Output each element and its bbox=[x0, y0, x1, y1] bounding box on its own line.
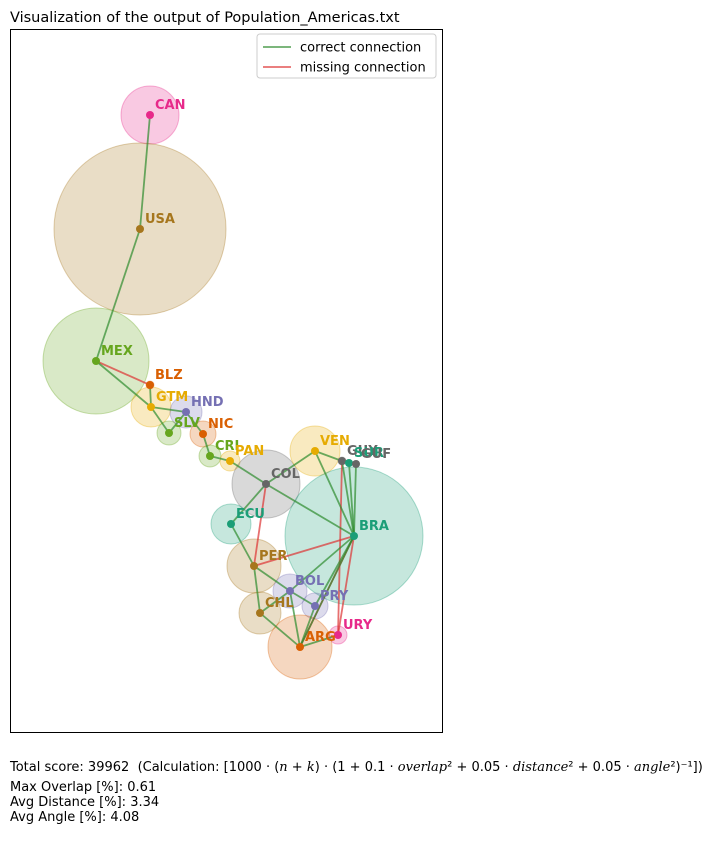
max-overlap-text: Max Overlap [%]: 0.61 bbox=[10, 780, 157, 795]
correct-connection-bol-chl bbox=[259, 590, 291, 614]
label-bra: BRA bbox=[359, 519, 389, 534]
correct-connection-per-chl bbox=[253, 565, 261, 614]
correct-connection-sur-bra bbox=[348, 462, 355, 537]
label-guf: GUF bbox=[361, 447, 391, 462]
correct-connection-col-ecu bbox=[230, 483, 267, 525]
correct-connection-chl-arg bbox=[259, 612, 301, 648]
correct-connection-mex-gtm bbox=[95, 360, 152, 408]
label-sur: SUR bbox=[354, 446, 384, 461]
label-usa: USA bbox=[145, 212, 175, 227]
correct-connection-ecu-per bbox=[230, 523, 255, 567]
label-bol: BOL bbox=[295, 574, 324, 589]
chart-title: Visualization of the output of Populatio… bbox=[10, 10, 400, 26]
label-blz: BLZ bbox=[155, 368, 183, 383]
label-col: COL bbox=[271, 467, 300, 482]
total-score: Total score: 39962 bbox=[10, 760, 130, 775]
total-score-line: Total score: 39962 (Calculation: [1000 ·… bbox=[10, 760, 703, 775]
point-guf bbox=[352, 460, 360, 468]
correct-connection-ven-bra bbox=[314, 450, 355, 537]
connections-layer bbox=[95, 114, 357, 648]
plot-area-frame bbox=[10, 29, 443, 733]
correct-connection-gtm-hnd bbox=[150, 406, 187, 413]
point-ven bbox=[311, 447, 319, 455]
avg-angle-text: Avg Angle [%]: 4.08 bbox=[10, 810, 140, 825]
point-nic bbox=[199, 430, 207, 438]
label-hnd: HND bbox=[191, 395, 224, 410]
correct-connection-gtm-slv bbox=[150, 406, 170, 434]
correct-connection-pan-col bbox=[229, 460, 267, 485]
correct-connection-per-bol bbox=[253, 565, 291, 592]
legend-box bbox=[256, 33, 437, 79]
correct-connection-hnd-nic bbox=[185, 411, 204, 435]
legend-missing-label: missing connection bbox=[300, 61, 426, 76]
point-pan bbox=[226, 457, 234, 465]
label-chl: CHL bbox=[265, 596, 294, 611]
missing-connection-col-per bbox=[253, 483, 267, 567]
correct-connection-bra-bol bbox=[289, 535, 355, 592]
point-bol bbox=[286, 587, 294, 595]
point-per bbox=[250, 562, 258, 570]
label-pan: PAN bbox=[235, 444, 264, 459]
point-slv bbox=[165, 429, 173, 437]
missing-connection-per-bra bbox=[253, 535, 355, 567]
correct-connection-usa-mex bbox=[95, 228, 141, 362]
point-sur bbox=[345, 459, 353, 467]
point-col bbox=[262, 480, 270, 488]
label-cri: CRI bbox=[215, 439, 239, 454]
point-can bbox=[146, 111, 154, 119]
point-ury bbox=[334, 631, 342, 639]
chart-figure: Visualization of the output of Populatio… bbox=[10, 10, 443, 733]
correct-connection-bol-arg bbox=[289, 590, 301, 648]
missing-connection-mex-blz bbox=[95, 360, 151, 386]
missing-connection-bra-ury bbox=[337, 535, 355, 636]
correct-connection-guf-bra bbox=[353, 463, 357, 537]
label-pry: PRY bbox=[320, 589, 349, 604]
point-bra bbox=[350, 532, 358, 540]
correct-connection-can-usa bbox=[139, 114, 151, 230]
score-formula: (Calculation: [1000 · (n + k) · (1 + 0.1… bbox=[137, 760, 703, 775]
label-ury: URY bbox=[343, 618, 373, 633]
correct-connection-guy-bra bbox=[341, 460, 355, 537]
point-arg bbox=[296, 643, 304, 651]
correct-connection-arg-ury bbox=[299, 634, 339, 648]
point-pry bbox=[311, 602, 319, 610]
point-cri bbox=[206, 452, 214, 460]
point-ecu bbox=[227, 520, 235, 528]
label-can: CAN bbox=[155, 98, 185, 113]
points-layer bbox=[92, 111, 360, 651]
point-mex bbox=[92, 357, 100, 365]
label-slv: SLV bbox=[174, 416, 200, 431]
label-ecu: ECU bbox=[236, 507, 265, 522]
point-hnd bbox=[182, 408, 190, 416]
label-nic: NIC bbox=[208, 417, 233, 432]
point-usa bbox=[136, 225, 144, 233]
label-arg: ARG bbox=[305, 630, 336, 645]
correct-connection-bol-pry bbox=[289, 590, 316, 607]
correct-connection-col-ven bbox=[265, 450, 316, 485]
label-ven: VEN bbox=[320, 434, 350, 449]
correct-connection-slv-hnd bbox=[168, 411, 187, 434]
point-blz bbox=[146, 381, 154, 389]
label-gtm: GTM bbox=[156, 390, 188, 405]
point-chl bbox=[256, 609, 264, 617]
label-guy: GUY bbox=[347, 444, 378, 459]
avg-distance-text: Avg Distance [%]: 3.34 bbox=[10, 795, 160, 810]
point-gtm bbox=[147, 403, 155, 411]
correct-connection-col-bra bbox=[265, 483, 355, 537]
legend-correct-label: correct connection bbox=[300, 41, 421, 56]
correct-connection-ven-guy bbox=[314, 450, 343, 462]
label-mex: MEX bbox=[101, 344, 133, 359]
legend: correct connection missing connection bbox=[256, 33, 437, 79]
correct-connection-bra-arg bbox=[299, 535, 355, 648]
point-guy bbox=[338, 457, 346, 465]
label-per: PER bbox=[259, 549, 287, 564]
